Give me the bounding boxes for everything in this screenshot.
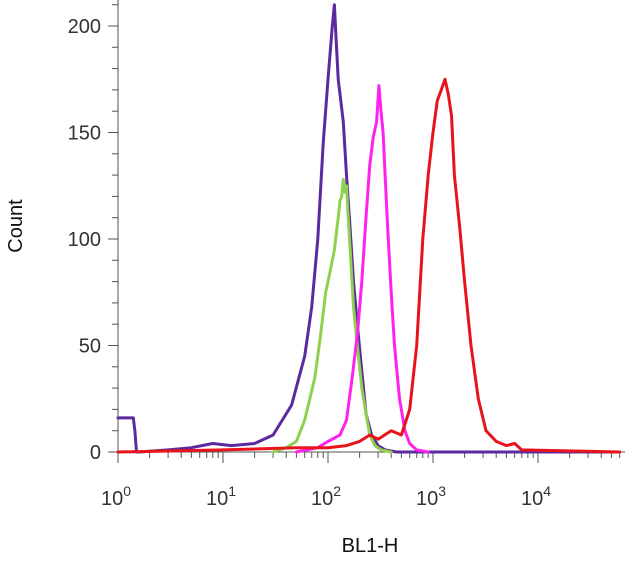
x-axis-title: BL1-H [342,535,399,557]
series-line-2 [271,177,393,454]
x-tick-label: 102 [311,483,341,510]
x-tick-label: 103 [416,483,446,510]
y-tick-label: 100 [68,229,101,251]
y-tick-label: 150 [68,123,101,145]
y-ticks: 0 50 100 150 200 [68,4,118,464]
axes [117,0,625,453]
y-tick-label: 50 [79,336,101,358]
series-line-3 [294,84,430,454]
x-tick-label: 101 [206,483,236,510]
x-tick-label: 100 [101,483,131,510]
series-line-4 [116,77,622,454]
y-tick-label: 0 [90,442,101,464]
x-ticks: 100 101 102 103 104 [101,452,621,510]
y-tick-label: 200 [68,16,101,38]
x-tick-label: 104 [521,483,551,510]
series-layer [116,3,622,454]
y-axis-title: Count [5,199,27,253]
series-line-1 [116,3,622,454]
